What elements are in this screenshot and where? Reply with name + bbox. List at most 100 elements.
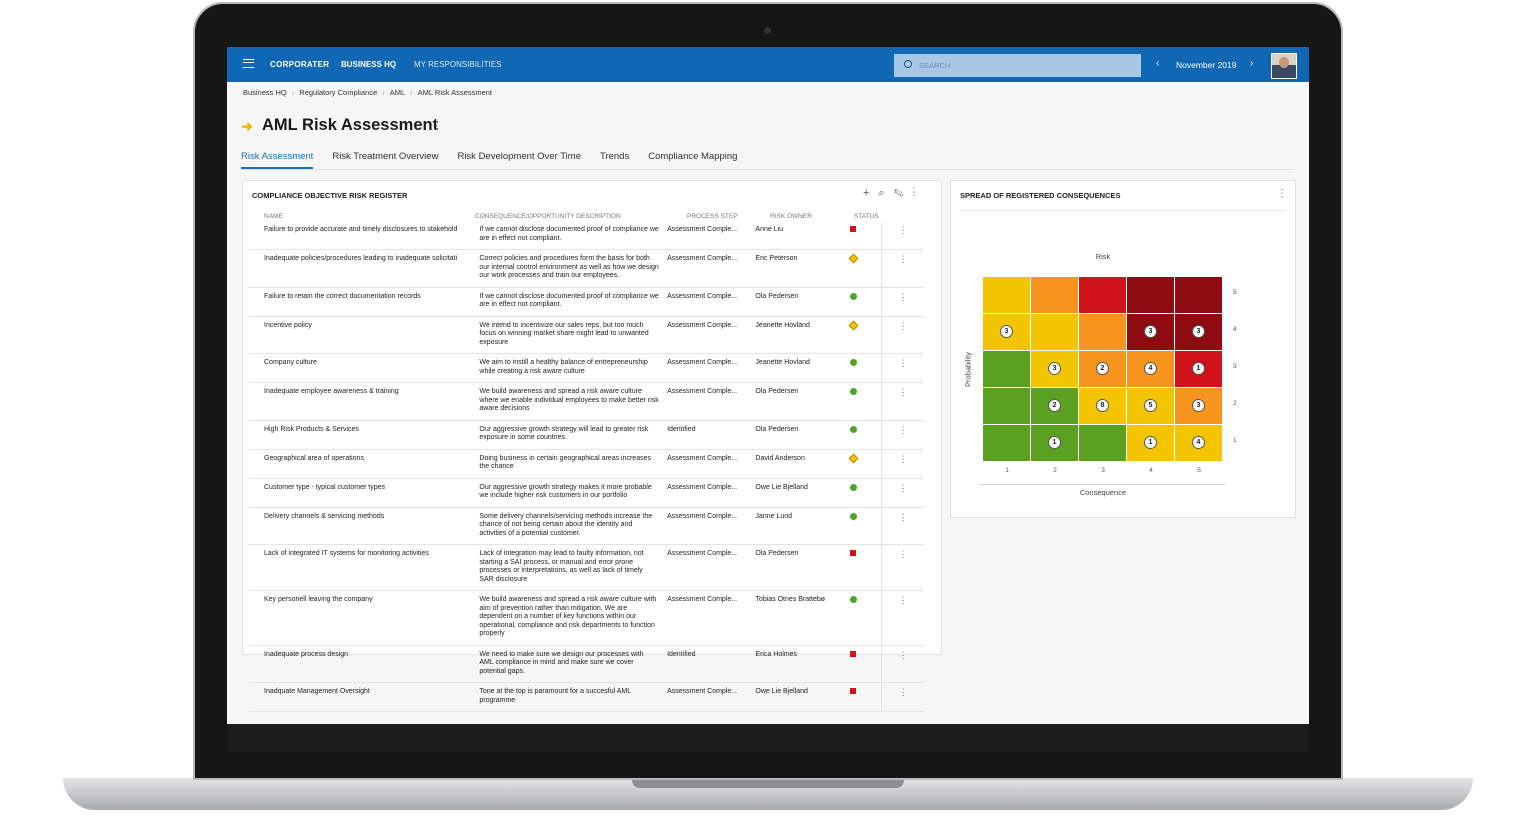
search-box[interactable]: SEARCH [894,54,1141,77]
tab[interactable]: Compliance Mapping [648,151,738,162]
column-header: NAME [264,213,283,220]
table-row[interactable]: Company culture We aim to instill a healt… [249,353,924,383]
count-badge[interactable]: 3 [1000,325,1013,338]
table-row[interactable]: Inadequate employee awareness & training… [249,382,924,421]
count-badge[interactable]: 8 [1096,399,1109,412]
panel-title: COMPLIANCE OBJECTIVE RISK REGISTER [252,191,408,200]
count-badge[interactable]: 1 [1048,436,1061,449]
heat-cell[interactable]: 3 [1175,388,1222,424]
table-row[interactable]: Customer type - typical customer types Ou… [249,478,924,508]
row-menu[interactable]: ⋮ [881,507,924,545]
heat-cell[interactable]: 4 [1175,425,1222,461]
prev-period[interactable]: ‹ [1156,58,1160,69]
heat-cell[interactable] [983,388,1030,424]
table-row[interactable]: Inadquate Management Oversight Tone at th… [249,682,924,712]
heat-cell[interactable]: 3 [1175,314,1222,350]
heat-cell[interactable]: 4 [1127,351,1174,387]
logo[interactable]: CORPORATER [270,60,330,69]
row-menu[interactable]: ⋮ [881,287,924,317]
heat-cell[interactable]: 1 [1031,425,1078,461]
panel-tools[interactable]: +⌕✎⋮ [863,187,925,199]
heat-cell[interactable]: 1 [1127,425,1174,461]
tab[interactable]: Risk Development Over Time [457,151,581,162]
count-badge[interactable]: 3 [1192,399,1205,412]
avatar[interactable] [1271,53,1297,79]
table-row[interactable]: Key personell leaving the company We buil… [249,590,924,646]
heat-cell[interactable]: 8 [1079,388,1126,424]
risk-description: Correct policies and procedures form the… [475,249,664,288]
row-menu[interactable]: ⋮ [881,478,924,508]
row-menu[interactable]: ⋮ [881,353,924,383]
count-badge[interactable]: 3 [1192,325,1205,338]
breadcrumb-item[interactable]: Regulatory Compliance [299,88,378,97]
heat-cell[interactable] [983,425,1030,461]
count-badge[interactable]: 3 [1144,325,1157,338]
table-row[interactable]: Inadequate policies/procedures leading t… [249,249,924,288]
count-badge[interactable]: 1 [1144,436,1157,449]
breadcrumb-item[interactable]: AML Risk Assessment [417,88,492,97]
heat-cell[interactable]: 1 [1175,351,1222,387]
count-badge[interactable]: 5 [1144,399,1157,412]
menu-icon[interactable] [243,59,254,68]
heat-cell[interactable] [983,351,1030,387]
nav-item[interactable]: BUSINESS HQ [341,60,397,69]
heat-cell[interactable] [1127,277,1174,313]
row-menu[interactable]: ⋮ [881,449,924,479]
tab[interactable]: Trends [600,151,630,162]
breadcrumb-item[interactable]: Business HQ [243,88,287,97]
breadcrumb-item[interactable]: AML [389,88,406,97]
nav-item[interactable]: MY RESPONSIBILITIES [414,60,502,69]
row-menu[interactable]: ⋮ [881,544,924,591]
heat-cell[interactable] [1031,277,1078,313]
column-header: STATUS [854,213,879,220]
heat-cell[interactable]: 3 [1127,314,1174,350]
heat-cell[interactable] [1031,314,1078,350]
table-row[interactable]: Incentive policy We intend to incentivize… [249,316,924,354]
top-bar: CORPORATER BUSINESS HQ MY RESPONSIBILITI… [227,47,1309,82]
risk-owner: Anne Liu [751,221,833,250]
process-step: Assessment Comple... [663,478,752,508]
title-menu[interactable]: ⋮ [431,120,442,132]
status-cell [832,449,883,479]
count-badge[interactable]: 3 [1048,362,1061,375]
table-row[interactable]: Delivery channels & servicing methods Som… [249,507,924,545]
process-step: Assessment Comple... [663,249,752,288]
table-row[interactable]: Inadequate process design We need to make… [249,645,924,683]
row-menu[interactable]: ⋮ [881,221,924,250]
count-badge[interactable]: 4 [1144,362,1157,375]
row-menu[interactable]: ⋮ [881,682,924,712]
axis-line [980,484,1225,485]
heat-cell[interactable]: 5 [1127,388,1174,424]
panel-menu[interactable]: ⋮ [1277,188,1287,199]
tab[interactable]: Risk Assessment [241,151,314,169]
count-badge[interactable]: 4 [1192,436,1205,449]
heat-cell[interactable]: 3 [983,314,1030,350]
count-badge[interactable]: 2 [1096,362,1109,375]
row-menu[interactable]: ⋮ [881,249,924,288]
row-menu[interactable]: ⋮ [881,316,924,354]
heat-cell[interactable] [1079,314,1126,350]
period[interactable]: November 2019 [1176,60,1237,70]
axis-title: Probability [963,351,973,387]
table-row[interactable]: Lack of integrated IT systems for monito… [249,544,924,591]
heat-cell[interactable]: 2 [1079,351,1126,387]
heat-cell[interactable]: 2 [1031,388,1078,424]
row-menu[interactable]: ⋮ [881,420,924,450]
count-badge[interactable]: 2 [1048,399,1061,412]
heat-cell[interactable]: 3 [1031,351,1078,387]
table-row[interactable]: Geographical area of operations Doing bus… [249,449,924,479]
row-menu[interactable]: ⋮ [881,590,924,646]
row-menu[interactable]: ⋮ [881,645,924,683]
heat-cell[interactable] [1175,277,1222,313]
risk-owner: David Anderson [751,449,833,479]
count-badge[interactable]: 1 [1192,362,1205,375]
heat-cell[interactable] [983,277,1030,313]
tab[interactable]: Risk Treatment Overview [332,151,439,162]
table-row[interactable]: High Risk Products & Services Our aggress… [249,420,924,450]
table-row[interactable]: Failure to retain the correct documentat… [249,287,924,317]
row-menu[interactable]: ⋮ [881,382,924,421]
next-period[interactable]: › [1250,58,1254,69]
heat-cell[interactable] [1079,277,1126,313]
table-row[interactable]: Failure to provide accurate and timely d… [249,221,924,250]
heat-cell[interactable] [1079,425,1126,461]
